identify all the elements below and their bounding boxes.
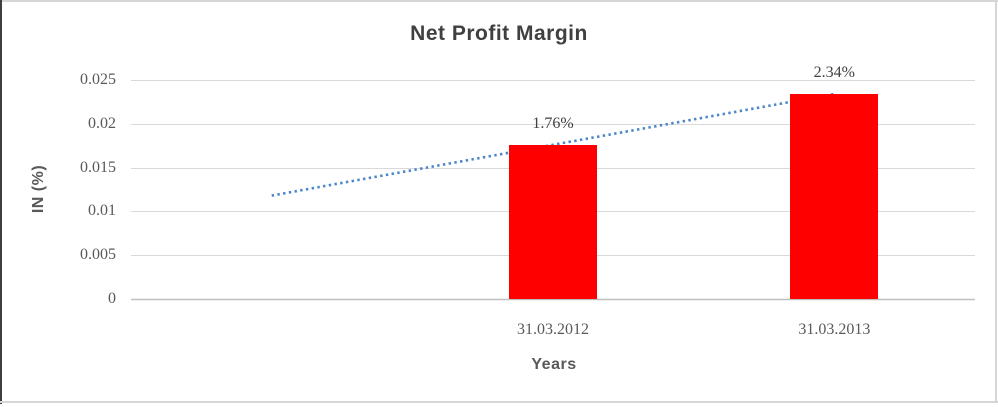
y-tick-label: 0.005 xyxy=(80,246,116,263)
y-axis-title: IN (%) xyxy=(30,164,47,214)
bar-31.03.2013 xyxy=(790,94,879,299)
frame-border-right xyxy=(995,0,997,403)
chart-title: Net Profit Margin xyxy=(410,22,588,45)
y-tick-label: 0.02 xyxy=(88,115,116,132)
y-tick-label: 0 xyxy=(108,290,116,307)
x-category-label: 31.03.2013 xyxy=(798,321,871,338)
y-tick-label: 0.025 xyxy=(80,71,116,88)
data-label: 2.34% xyxy=(813,64,855,82)
trendline xyxy=(271,92,835,197)
x-category-label: 31.03.2012 xyxy=(517,321,589,338)
frame-border-left xyxy=(0,0,2,404)
bar-31.03.2012 xyxy=(509,144,597,299)
frame-border-top xyxy=(0,0,998,2)
y-tick-label: 0.015 xyxy=(80,159,116,176)
x-axis-title: Years xyxy=(531,356,577,373)
frame-border-bottom xyxy=(0,401,998,403)
y-tick-label: 0.01 xyxy=(88,202,116,219)
data-label: 1.76% xyxy=(532,114,574,132)
